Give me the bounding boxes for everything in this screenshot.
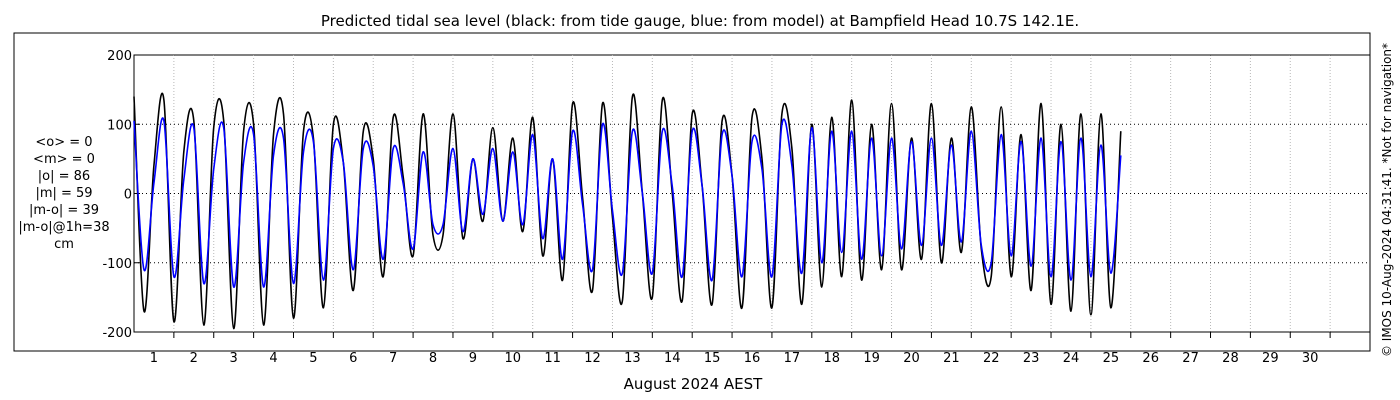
stat-abs-obs: |o| = 86 <box>38 169 90 184</box>
x-tick-label: 4 <box>269 351 277 366</box>
y-tick-label: 200 <box>107 49 132 64</box>
x-tick-label: 3 <box>230 351 238 366</box>
x-tick-label: 1 <box>150 351 158 366</box>
series-line-model <box>133 117 1122 288</box>
grid-lines <box>134 54 1370 333</box>
x-tick-label: 8 <box>429 351 437 366</box>
x-tick-label: 30 <box>1302 351 1319 366</box>
stat-mean-obs: <o> = 0 <box>35 135 92 150</box>
y-tick-label: 100 <box>107 118 132 133</box>
stat-unit: cm <box>54 237 74 252</box>
credit-text: © IMOS 10-Aug-2024 04:31:41. *Not for na… <box>1380 43 1394 357</box>
x-tick-label: 28 <box>1222 351 1239 366</box>
stats-block: <o> = 0 <m> = 0 |o| = 86 |m| = 59 |m-o| … <box>18 135 109 252</box>
outer-frame <box>13 32 1371 352</box>
x-tick-label: 9 <box>469 351 477 366</box>
stat-abs-diff: |m-o| = 39 <box>29 203 99 218</box>
x-tick-label: 5 <box>309 351 317 366</box>
plot-frame <box>133 54 1371 333</box>
y-tick-label: 0 <box>124 188 132 203</box>
x-tick-label: 27 <box>1182 351 1199 366</box>
x-tick-label: 10 <box>505 351 522 366</box>
x-tick-label: 12 <box>584 351 601 366</box>
x-tick-label: 18 <box>823 351 840 366</box>
stat-mean-model: <m> = 0 <box>33 152 95 167</box>
x-axis-ticks: 1 2 3 4 5 6 7 8 9 10 11 12 13 14 15 16 17 18 19 20 21 22 23 24 2… <box>150 332 1331 366</box>
chart-title: Predicted tidal sea level (black: from t… <box>321 12 1079 30</box>
x-tick-label: 26 <box>1142 351 1159 366</box>
x-tick-label: 19 <box>863 351 880 366</box>
x-tick-label: 25 <box>1103 351 1120 366</box>
x-tick-label: 11 <box>544 351 561 366</box>
x-tick-label: 14 <box>664 351 681 366</box>
x-tick-label: 17 <box>784 351 801 366</box>
stat-abs-diff-1h: |m-o|@1h=38 <box>18 220 109 235</box>
stat-abs-model: |m| = 59 <box>35 186 92 201</box>
x-tick-label: 7 <box>389 351 397 366</box>
x-tick-label: 23 <box>1023 351 1040 366</box>
x-tick-label: 29 <box>1262 351 1279 366</box>
y-tick-label: -200 <box>102 326 132 341</box>
x-tick-label: 2 <box>190 351 198 366</box>
series-lines <box>133 92 1122 330</box>
x-tick-label: 21 <box>943 351 960 366</box>
x-tick-label: 13 <box>624 351 641 366</box>
y-tick-label: -100 <box>102 257 132 272</box>
x-tick-label: 24 <box>1063 351 1080 366</box>
x-axis-label: August 2024 AEST <box>624 375 763 393</box>
x-tick-label: 20 <box>903 351 920 366</box>
x-tick-label: 22 <box>983 351 1000 366</box>
x-tick-label: 6 <box>349 351 357 366</box>
x-tick-label: 16 <box>744 351 761 366</box>
y-axis-ticks: -200 -100 0 100 200 <box>102 49 140 341</box>
x-tick-label: 15 <box>704 351 721 366</box>
